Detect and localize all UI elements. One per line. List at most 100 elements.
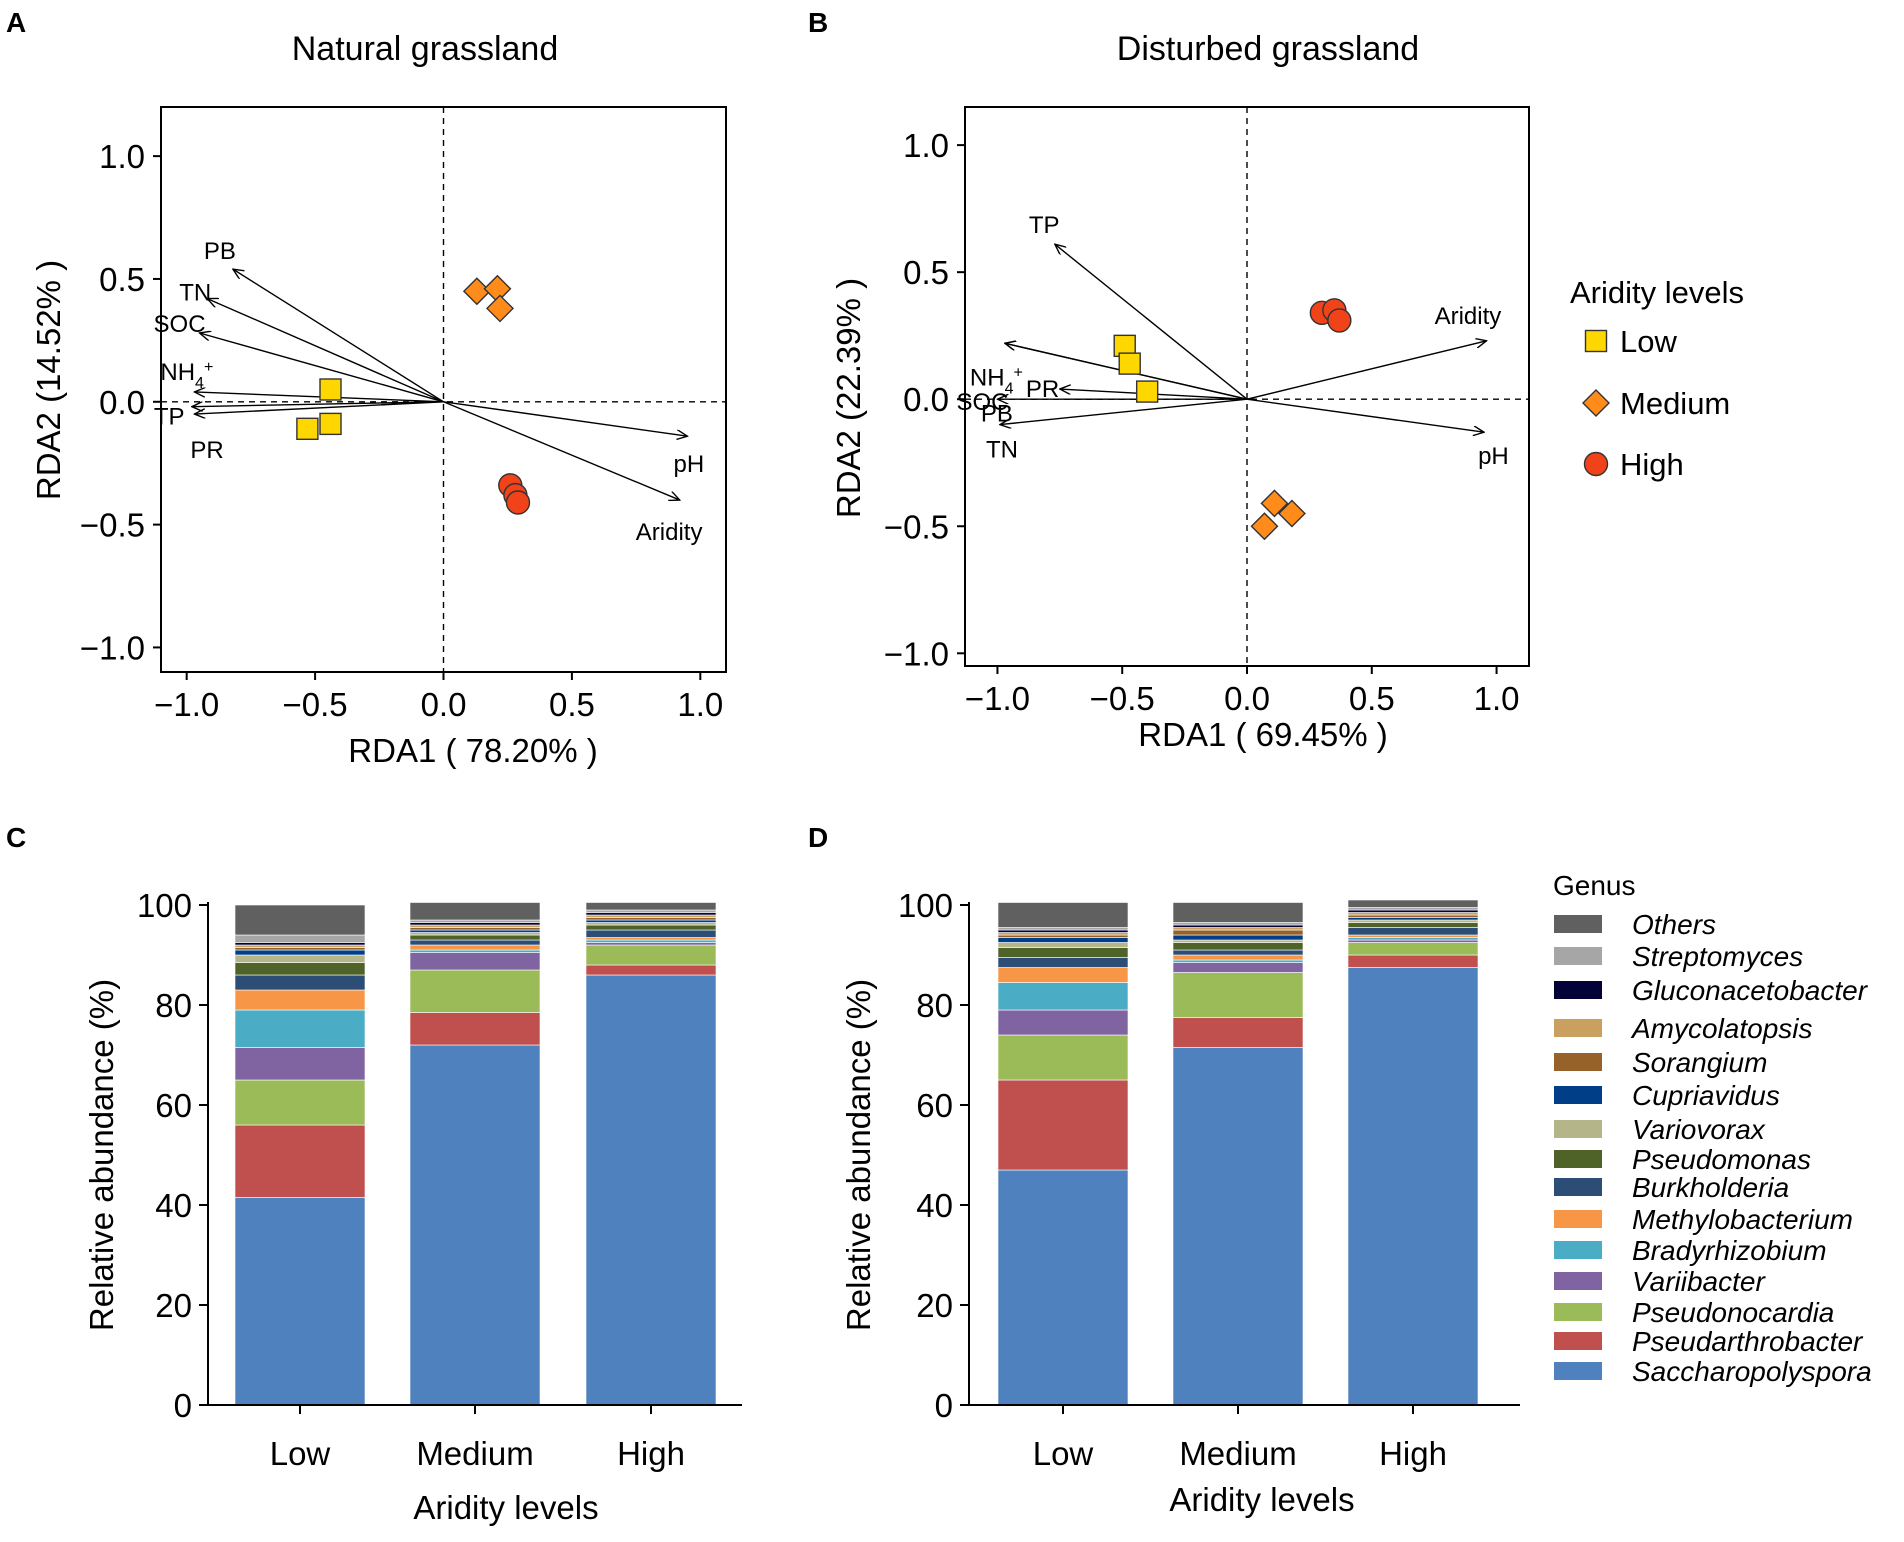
bar-segment-saccharopolyspora	[1347, 967, 1479, 1406]
genus-legend-swatch	[1554, 1362, 1602, 1380]
bar-segment-variibacter	[1347, 939, 1479, 943]
genus-legend-label: Variovorax	[1632, 1114, 1766, 1145]
y-tick-label: 80	[155, 987, 192, 1024]
bar-segment-streptomyces	[1347, 907, 1479, 911]
vector-tn	[207, 299, 444, 403]
bar-segment-bradyrhizobium	[1347, 937, 1479, 941]
vector-ph	[443, 401, 688, 436]
vector-ph	[1246, 398, 1484, 432]
point-medium	[486, 294, 514, 323]
vector-pb	[233, 269, 444, 403]
vector-label-ph: pH	[673, 451, 704, 478]
bar-segment-pseudomonas	[585, 924, 717, 931]
genus-legend: Genus OthersStreptomycesGluconacetobacte…	[1553, 870, 1872, 1387]
bar-segment-pseudarthrobacter	[1172, 1017, 1304, 1048]
bar-segment-bradyrhizobium	[234, 1009, 366, 1048]
bar-segment-variovorax	[234, 954, 366, 963]
bar-segment-methylobacterium	[1172, 954, 1304, 961]
bar-segment-bradyrhizobium	[997, 982, 1129, 1011]
bar-segment-streptomyces	[1172, 922, 1304, 926]
genus-legend-label: Bradyrhizobium	[1632, 1235, 1827, 1266]
genus-legend-label: Variibacter	[1632, 1266, 1766, 1297]
genus-legend-swatch	[1554, 981, 1602, 999]
genus-legend-swatch	[1554, 1178, 1602, 1196]
x-axis-label: Aridity levels	[413, 1489, 598, 1526]
panel-a-title: Natural grassland	[292, 30, 558, 68]
panel-letter-d: D	[808, 822, 828, 853]
genus-legend-label: Others	[1632, 909, 1716, 940]
bar-segment-methylobacterium	[997, 967, 1129, 983]
point-low	[319, 378, 342, 401]
x-tick-label: 0.5	[549, 686, 595, 723]
bar-segment-cupriavidus	[1347, 917, 1479, 921]
genus-legend-title: Genus	[1553, 870, 1636, 901]
point-medium	[1277, 499, 1306, 528]
genus-legend-label: Pseudonocardia	[1632, 1297, 1834, 1328]
y-tick-label: 0.5	[99, 261, 145, 298]
point-low	[296, 417, 319, 441]
bar-segment-sorangium	[1172, 929, 1304, 936]
bar-segment-amycolatopsis	[585, 914, 717, 918]
x-axis-label: Aridity levels	[1169, 1481, 1354, 1518]
bar-segment-pseudomonas	[409, 934, 541, 941]
genus-legend-label: Burkholderia	[1632, 1172, 1789, 1203]
aridity-legend-title: Aridity levels	[1570, 275, 1744, 310]
bar-segment-amycolatopsis	[234, 944, 366, 948]
bar-segment-gluconacetobacter	[997, 929, 1129, 933]
genus-legend-label: Pseudomonas	[1632, 1144, 1811, 1175]
bar-segment-pseudomonas	[234, 962, 366, 976]
bar-segment-saccharopolyspora	[585, 974, 717, 1406]
bar-segment-variibacter	[234, 1047, 366, 1081]
rda-plot-disturbed: −1.0 −0.5 0.0 0.5 1.0 −1.0 −0.5 0.0 0.5 1.0 RDA1 (…	[830, 106, 1530, 753]
x-tick-label: 1.0	[677, 686, 723, 723]
genus-legend-swatch	[1554, 1303, 1602, 1321]
genus-legend-swatch	[1554, 1241, 1602, 1259]
legend-marker-low	[1584, 329, 1608, 353]
vector-aridity	[443, 401, 680, 500]
bar-segment-gluconacetobacter	[234, 942, 366, 946]
bar-segment-saccharopolyspora	[409, 1044, 541, 1406]
bar-segment-variovorax	[409, 932, 541, 936]
y-tick-label: 20	[155, 1287, 192, 1324]
bar-segment-cupriavidus	[1172, 934, 1304, 941]
vector-aridity	[1246, 341, 1487, 400]
genus-legend-swatch	[1554, 1332, 1602, 1350]
point-high	[505, 490, 531, 515]
legend-label-medium: Medium	[1620, 386, 1730, 421]
x-tick-label: High	[1379, 1435, 1447, 1472]
legend-marker-medium	[1582, 389, 1610, 417]
x-tick-label: Low	[1033, 1435, 1094, 1472]
genus-legend-swatch	[1554, 915, 1602, 933]
plot-frame	[160, 106, 727, 673]
x-tick-label: 1.0	[1474, 680, 1520, 717]
bar-segment-bradyrhizobium	[409, 949, 541, 953]
y-tick-label: −1.0	[80, 629, 145, 666]
bar-segment-gluconacetobacter	[585, 912, 717, 916]
x-tick-label: −1.0	[154, 686, 219, 723]
bar-segment-amycolatopsis	[409, 924, 541, 928]
x-tick-label: −1.0	[965, 680, 1030, 717]
legend-label-low: Low	[1620, 324, 1677, 359]
bar-segment-pseudarthrobacter	[997, 1079, 1129, 1171]
bar-segment-burkholderia	[1172, 949, 1304, 956]
bar-segment-sorangium	[1347, 914, 1479, 918]
x-tick-label: High	[617, 1435, 685, 1472]
vector-label-soc: SOC	[154, 311, 206, 338]
bar-segment-gluconacetobacter	[1347, 909, 1479, 913]
bar-chart-disturbed: 0 20 40 60 80 100 Low Medium High Aridity levels R…	[840, 887, 1520, 1518]
genus-legend-swatch	[1554, 1086, 1602, 1104]
bar-segment-variibacter	[409, 952, 541, 971]
point-low	[1135, 380, 1159, 403]
bar-segment-methylobacterium	[409, 944, 541, 951]
bar-segment-pseudarthrobacter	[1347, 954, 1479, 968]
y-tick-label: −0.5	[80, 507, 145, 544]
y-tick-label: 0.0	[903, 381, 949, 418]
bar-segment-pseudomonas	[1172, 942, 1304, 951]
y-tick-label: 1.0	[903, 127, 949, 164]
vector-nh4plus	[194, 392, 444, 403]
vector-tn	[1000, 398, 1248, 424]
bar-segment-methylobacterium	[585, 937, 717, 941]
vector-label-ph: pH	[1478, 443, 1509, 470]
bar-segment-amycolatopsis	[1172, 927, 1304, 931]
